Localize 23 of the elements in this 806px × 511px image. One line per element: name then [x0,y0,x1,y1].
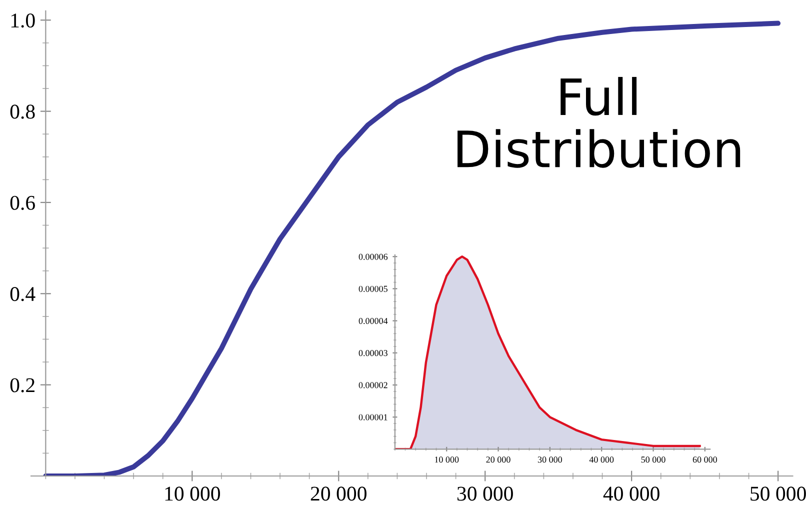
x-tick-label: 50 000 [750,486,806,501]
x-tick-label: 10 000 [165,486,220,501]
x-tick-label: 60 000 [692,456,717,463]
y-tick-label: 0.00004 [358,318,388,324]
annotation: Full Distribution [458,76,740,168]
x-tick-label: 40 000 [589,456,614,463]
y-tick-label: 0.00002 [358,382,388,388]
x-tick-label: 30 000 [538,456,562,463]
x-tick-label: 50 000 [641,456,666,463]
y-tick-label: 0.00001 [358,414,388,420]
x-tick-label: 30 000 [457,486,513,501]
x-tick-label: 20 000 [486,456,510,463]
y-tick-label: 1.0 [11,13,35,28]
y-tick-label: 0.4 [10,287,36,302]
x-tick-label: 10 000 [434,456,459,463]
x-tick-label: 40 000 [603,486,660,501]
x-tick-label: 20 000 [310,486,366,501]
y-tick-label: 0.00005 [358,286,388,292]
y-tick-label: 0.8 [10,104,35,119]
y-tick-label: 0.00003 [358,350,388,356]
y-tick-label: 0.2 [10,378,34,392]
y-tick-label: 0.00006 [358,254,388,260]
y-tick-label: 0.6 [10,196,35,210]
